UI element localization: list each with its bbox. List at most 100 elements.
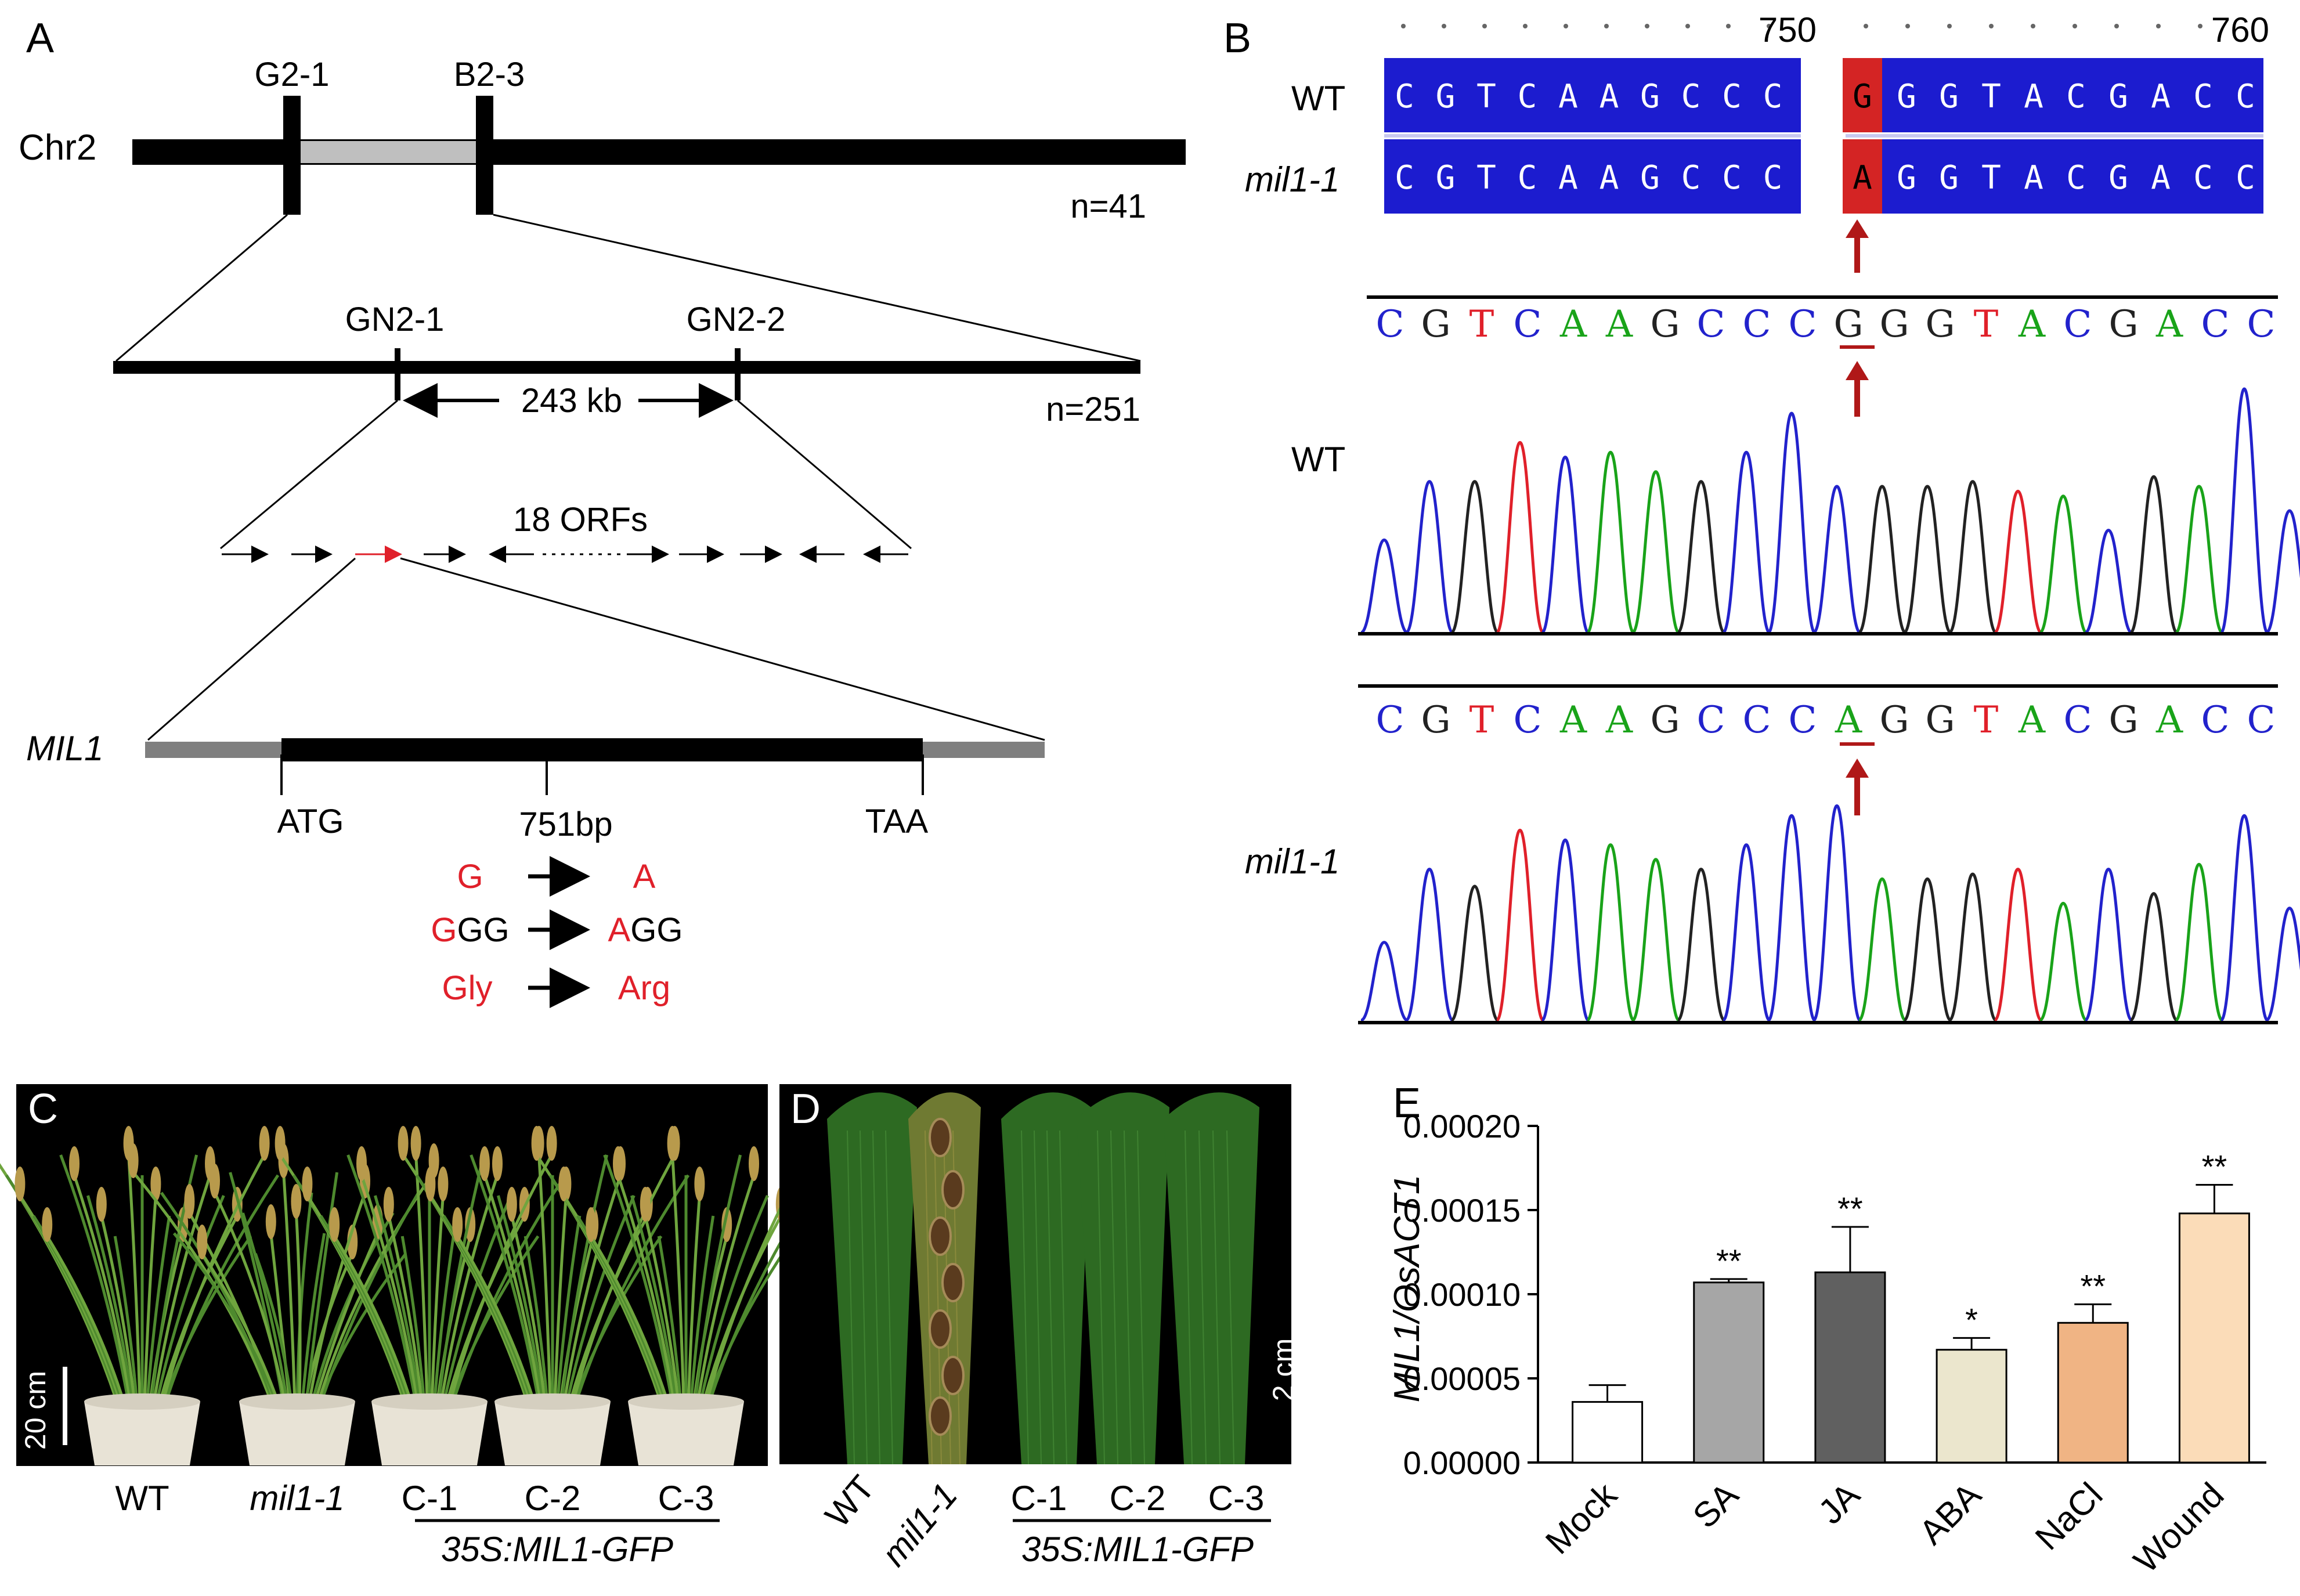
trace-peak	[2129, 892, 2179, 1022]
plant-pot-rim	[371, 1393, 488, 1410]
aligned-base: G	[1640, 159, 1660, 197]
trace-peak	[1721, 843, 1771, 1022]
y-axis-title: MIL1/OsACT1	[1387, 1175, 1427, 1403]
aligned-base: A	[1558, 159, 1578, 197]
panel-d: D 2 cm WT mil1-1 C-1 C-2 C-3 35S:MIL1-GF…	[779, 1084, 1311, 1573]
ruler-dot	[1767, 24, 1771, 28]
ruler-dot	[1989, 24, 1994, 28]
leaf-vein	[1097, 1130, 1105, 1465]
mapped-region	[299, 141, 476, 163]
ruler-dot	[1442, 24, 1446, 28]
n41-label: n=41	[1070, 187, 1146, 225]
bar-mock	[1572, 1401, 1644, 1464]
utr5	[145, 742, 281, 758]
ruler-dot	[2031, 24, 2035, 28]
leaf	[1001, 1092, 1091, 1464]
zoom-line-right-2	[737, 399, 912, 550]
snp-base: G	[1853, 78, 1872, 115]
rice-stem	[603, 1154, 678, 1428]
utr3	[923, 742, 1045, 758]
aligned-base: C	[1395, 159, 1414, 197]
label-d-c2: C-2	[1110, 1479, 1166, 1518]
trace-peak	[2265, 509, 2300, 634]
aligned-base: G	[1939, 159, 1959, 197]
rice-stem	[483, 1175, 546, 1428]
ruler-dot	[2156, 24, 2161, 28]
zoom-line-right-3	[400, 557, 1045, 741]
plant-pot-rim	[628, 1393, 744, 1410]
marker-gn2-2-tick	[735, 348, 741, 400]
rice-panicle	[15, 1167, 26, 1201]
rice-panicle	[329, 1207, 340, 1242]
trace-peak	[1404, 868, 1454, 1022]
label-d-wt: WT	[818, 1468, 882, 1535]
x-tick-label: JA	[1811, 1475, 1867, 1532]
rice-stem	[154, 1154, 266, 1428]
rice-panicle	[291, 1184, 302, 1219]
lesion	[929, 1309, 952, 1349]
rice-panicle	[531, 1126, 542, 1161]
snp-arrowhead-3	[1846, 759, 1869, 778]
ruler-dot	[1726, 24, 1731, 28]
trace-base: G	[1833, 303, 1863, 346]
rice-panicle	[265, 1204, 276, 1239]
aligned-base: C	[1722, 78, 1742, 115]
significance-mark: **	[1837, 1190, 1863, 1227]
aligned-base: T	[1476, 159, 1496, 197]
ruler-dot	[1482, 24, 1487, 28]
trace-peak	[2174, 862, 2224, 1022]
leaf-vein	[872, 1130, 880, 1465]
y-tick-label: 0.00020	[1403, 1108, 1521, 1144]
rice-stem	[436, 1175, 499, 1428]
x-tick-label: Mock	[1538, 1475, 1624, 1561]
orfs-label: 18 ORFs	[513, 501, 648, 539]
trace-base: T	[1469, 699, 1494, 742]
bar-wound	[2178, 1212, 2250, 1464]
interval-label: 243 kb	[521, 382, 622, 420]
alignment-wt-snp-cell	[1843, 58, 1882, 132]
trace-base: A	[2018, 303, 2046, 346]
trace-base: T	[1974, 303, 1999, 346]
trace-base: G	[1650, 699, 1680, 742]
codon-mut: AGG	[608, 911, 683, 949]
rice-panicle	[613, 1146, 623, 1181]
ruler-dot	[2114, 24, 2119, 28]
leaf-vein	[1137, 1130, 1145, 1465]
rice-stem	[149, 1175, 212, 1428]
rice-panicle	[410, 1126, 421, 1161]
cds	[281, 738, 923, 761]
trace-peak	[1812, 804, 1862, 1022]
rice-panicle	[425, 1167, 436, 1201]
trace-peak	[1721, 450, 1771, 634]
rice-stem	[127, 1154, 142, 1428]
trace-base: G	[1879, 699, 1909, 742]
leaf-vein	[860, 1130, 868, 1465]
trace-peak	[2039, 901, 2088, 1022]
label-c-c1: C-1	[402, 1479, 458, 1518]
marker-b2-3-label: B2-3	[454, 56, 525, 93]
alignment-wt-left-block	[1384, 58, 1801, 132]
rice-stem	[537, 1154, 553, 1428]
significance-mark: **	[2080, 1268, 2106, 1304]
rice-panicle	[128, 1143, 139, 1178]
ruler-dot	[2072, 24, 2077, 28]
panel-label-d: D	[790, 1086, 821, 1132]
rice-panicle	[197, 1225, 208, 1259]
marker-b2-3-tick	[476, 96, 493, 215]
lesion	[941, 1170, 965, 1209]
trace-base: G	[2108, 699, 2138, 742]
codon-mut-changed-base: A	[608, 911, 631, 949]
trace-wt-label: WT	[1291, 440, 1345, 479]
alignment-wt-label: WT	[1291, 79, 1345, 118]
alignment-wt-right-block	[1846, 58, 2263, 132]
aligned-base: C	[1722, 159, 1742, 197]
plant-pot	[628, 1402, 744, 1465]
plant-pot	[84, 1402, 200, 1465]
atg-label: ATG	[277, 803, 344, 840]
trace-base: C	[1697, 699, 1725, 742]
plant-pot-rim	[84, 1393, 200, 1410]
trace-peak	[1631, 858, 1681, 1022]
trace-base: A	[2018, 699, 2046, 742]
ruler-dot	[1645, 24, 1649, 28]
